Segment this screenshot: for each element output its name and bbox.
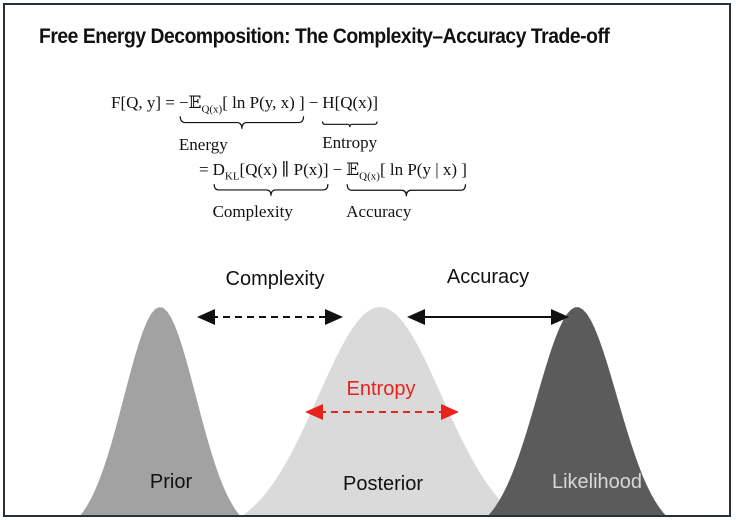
term-rest: [ ln P(y | x) ] xyxy=(379,160,467,179)
term-main: 𝔼 xyxy=(346,160,360,179)
term-subscript: KL xyxy=(224,170,240,183)
prior-curve xyxy=(80,307,240,515)
term-subscript: Q(x) xyxy=(359,170,380,183)
equation-term: DKL[Q(x) ∥ P(x)] Complexity xyxy=(213,160,329,222)
term-expression: DKL[Q(x) ∥ P(x)] xyxy=(213,160,329,182)
equation-term: H[Q(x)] Entropy xyxy=(322,93,378,153)
title: Free Energy Decomposition: The Complexit… xyxy=(39,25,610,48)
equation-line: = DKL[Q(x) ∥ P(x)] Complexity − 𝔼Q(x)[ ln P(… xyxy=(195,160,467,222)
underbrace xyxy=(179,115,305,130)
frame: Complexity Accuracy Entropy Prior Poster… xyxy=(3,3,731,517)
term-subscript: Q(x) xyxy=(201,103,223,116)
equation-lhs: F[Q, y] = xyxy=(111,93,175,112)
term-main: D xyxy=(212,160,225,179)
prior-label: Prior xyxy=(150,471,193,493)
complexity-label: Complexity xyxy=(226,268,325,290)
equation-operator: − xyxy=(332,160,343,179)
brace-label: Accuracy xyxy=(346,202,412,222)
term-expression: H[Q(x)] xyxy=(322,93,378,113)
accuracy-label: Accuracy xyxy=(447,266,529,288)
term-rest: [ ln P(y, x) ] xyxy=(222,93,305,112)
term-expression: −𝔼Q(x)[ ln P(y, x) ] xyxy=(179,93,305,115)
posterior-label: Posterior xyxy=(343,473,423,495)
term-expression: 𝔼Q(x)[ ln P(y | x) ] xyxy=(346,160,467,182)
diagram: Complexity Accuracy Entropy Prior Poster… xyxy=(80,266,666,515)
likelihood-curve xyxy=(488,307,666,515)
underbrace xyxy=(346,183,467,197)
entropy-label: Entropy xyxy=(347,378,416,400)
likelihood-label: Likelihood xyxy=(552,471,642,493)
term-rest: [Q(x) ∥ P(x)] xyxy=(239,160,329,179)
underbrace xyxy=(322,121,378,128)
equation-line: F[Q, y] = −𝔼Q(x)[ ln P(y, x) ] Energy − H[Q(… xyxy=(107,93,378,155)
term-main: H[Q(x)] xyxy=(322,93,378,112)
brace-label: Energy xyxy=(178,135,228,155)
underbrace xyxy=(213,183,329,197)
equation-lhs: = xyxy=(199,160,209,179)
equation-operator: − xyxy=(308,93,319,112)
equation-term: 𝔼Q(x)[ ln P(y | x) ] Accuracy xyxy=(346,160,467,222)
brace-label: Entropy xyxy=(322,133,378,152)
brace-label: Complexity xyxy=(212,202,293,222)
term-main: −𝔼 xyxy=(178,93,202,112)
equation-term: −𝔼Q(x)[ ln P(y, x) ] Energy xyxy=(179,93,305,155)
